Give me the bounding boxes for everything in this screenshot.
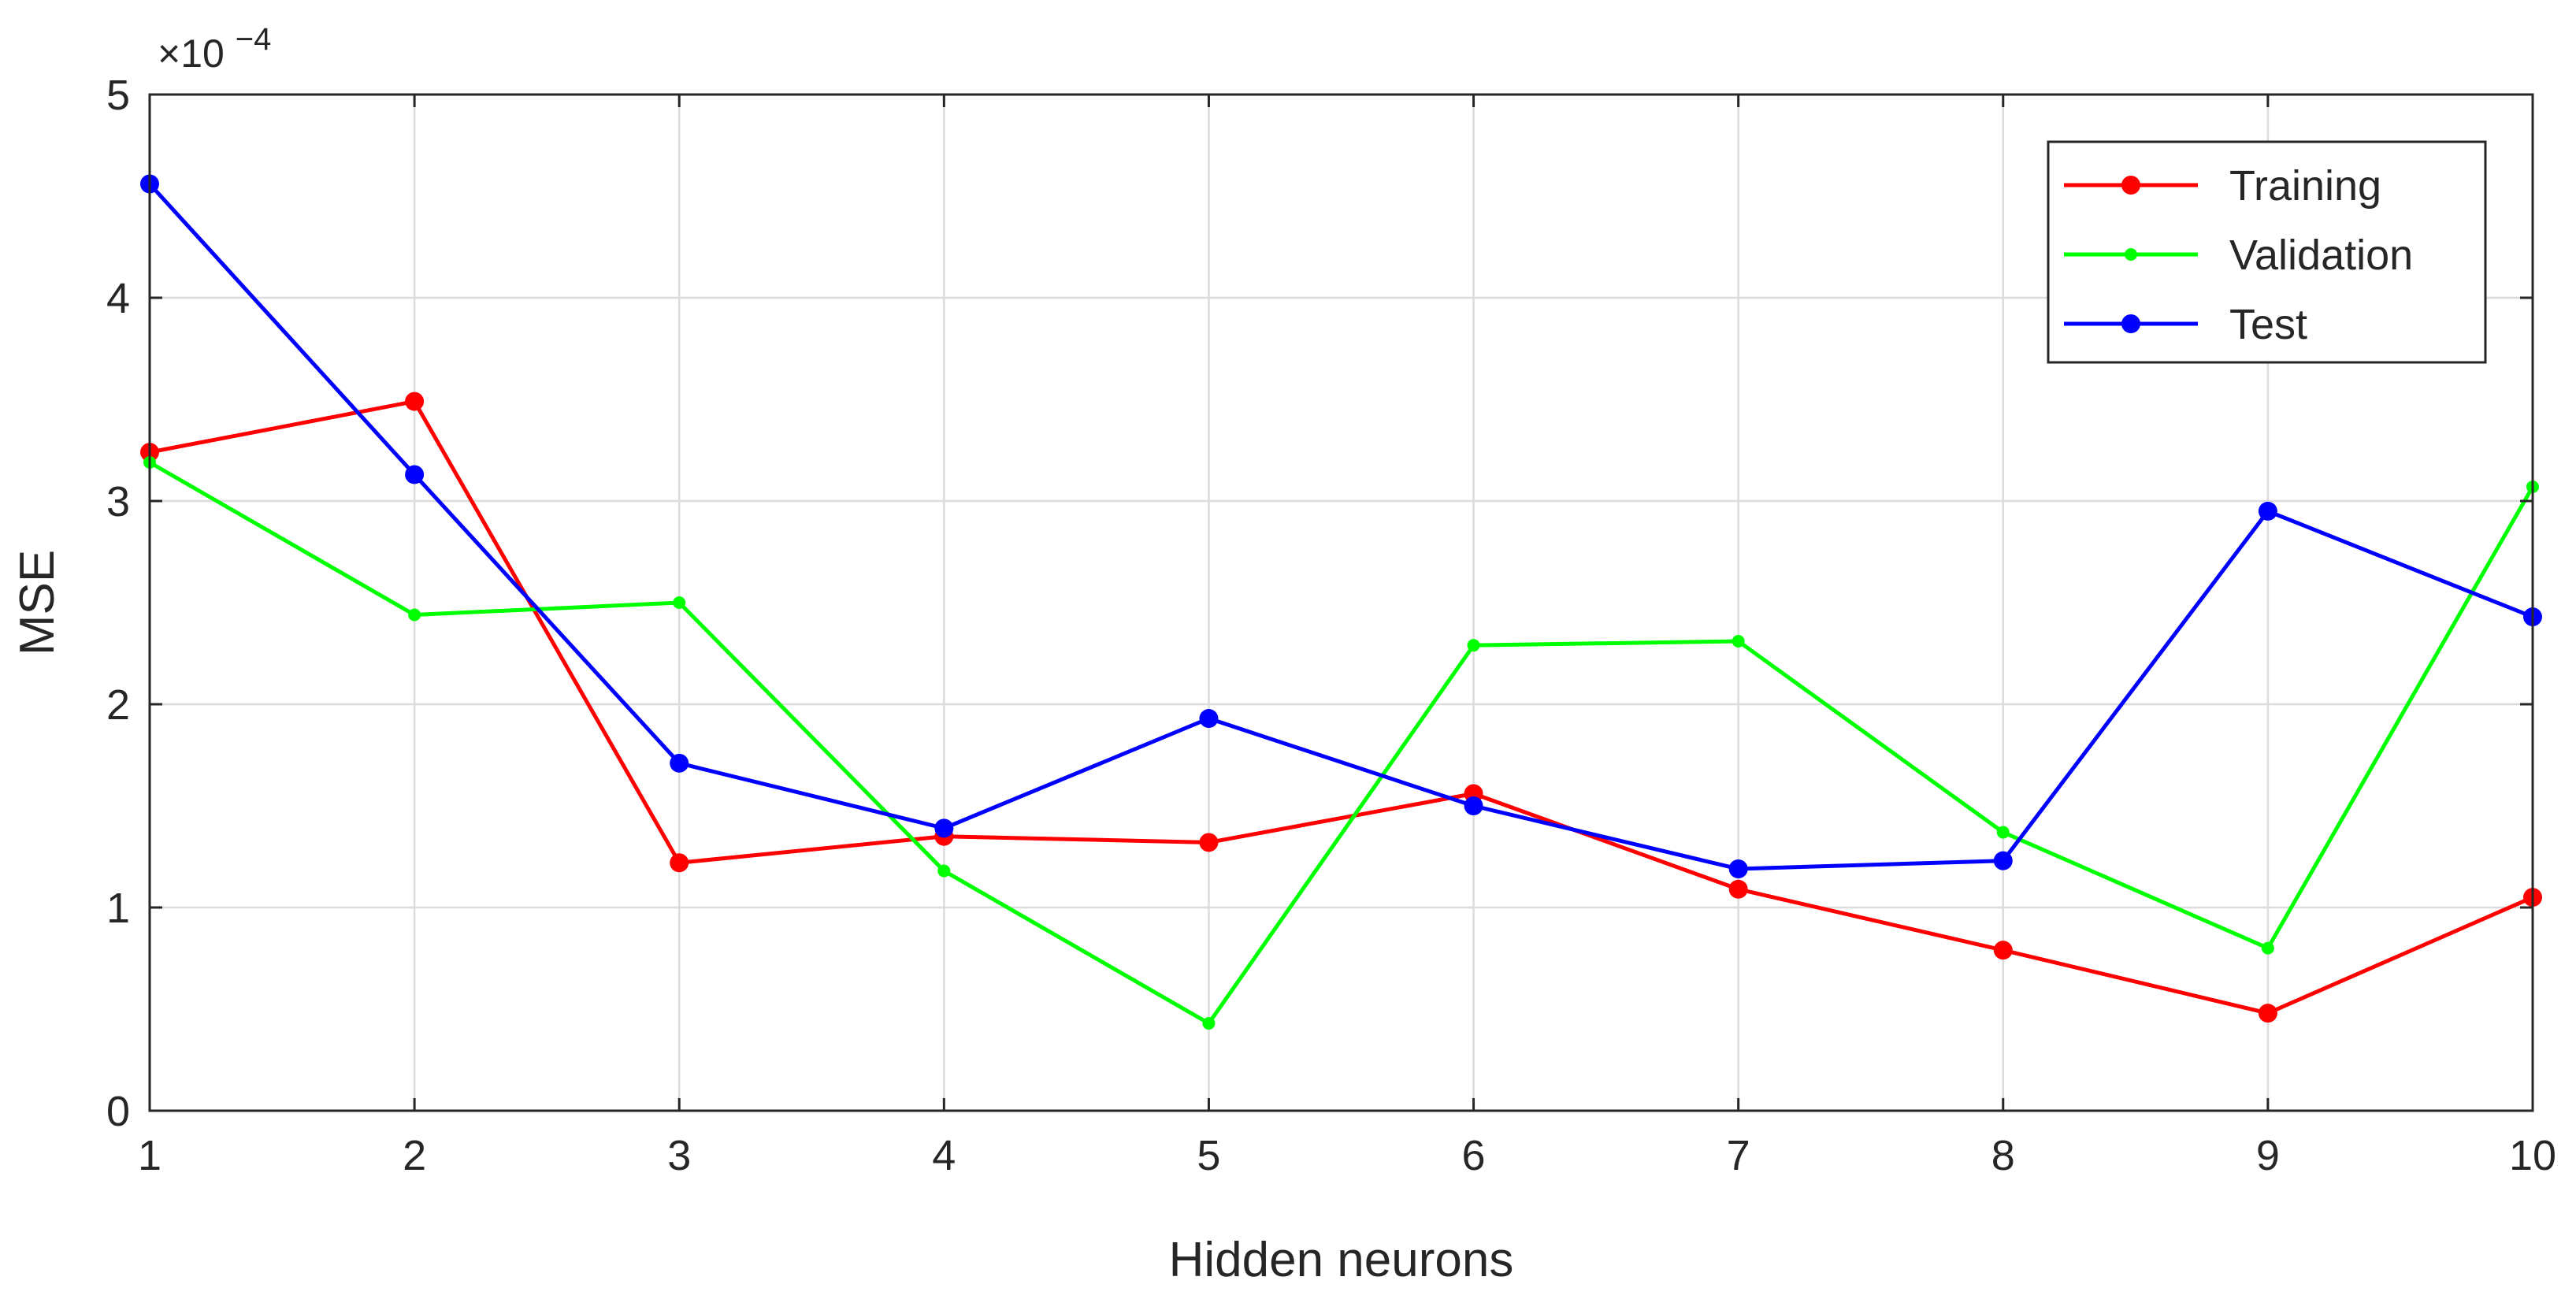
y-tick-label: 3 <box>106 478 130 525</box>
data-point-test <box>2258 501 2277 521</box>
x-tick-label: 6 <box>1462 1132 1486 1179</box>
data-point-test <box>405 465 425 484</box>
legend-swatch-marker <box>2121 176 2140 195</box>
legend: Training Validation Test <box>2047 140 2487 364</box>
y-tick-label: 0 <box>106 1088 130 1135</box>
data-point-training <box>2258 1004 2277 1023</box>
ticks <box>148 93 2534 1112</box>
data-point-test <box>1993 851 2013 870</box>
data-point-validation <box>1996 826 2010 839</box>
data-point-validation <box>1467 639 1480 652</box>
legend-item-test: Test <box>2064 301 2307 348</box>
series-line-validation <box>148 460 2535 1026</box>
data-point-test <box>1464 796 1483 815</box>
x-tick-label: 3 <box>667 1132 691 1179</box>
data-point-training <box>670 853 689 873</box>
y-tick-label: 1 <box>106 885 130 932</box>
y-exponent-label: ×10 −4 <box>158 22 271 76</box>
x-tick-label: 4 <box>932 1132 956 1179</box>
series-line-test <box>148 182 2533 871</box>
x-tick-label: 10 <box>2509 1132 2556 1179</box>
y-tick-label: 5 <box>106 72 130 119</box>
data-point-validation <box>1202 1017 1216 1030</box>
legend-item-validation: Validation <box>2064 232 2413 279</box>
data-point-validation <box>1732 635 1745 648</box>
data-point-validation <box>2261 941 2274 955</box>
x-tick-label: 7 <box>1727 1132 1750 1179</box>
data-point-training <box>1993 941 2013 960</box>
series-layer <box>140 174 2542 1030</box>
legend-label: Validation <box>2229 232 2413 279</box>
y-axis-label: MSE <box>10 550 65 655</box>
x-tick-label: 8 <box>1991 1132 2015 1179</box>
data-point-test <box>934 818 954 838</box>
legend-item-training: Training <box>2064 162 2381 210</box>
y-exponent-base: ×10 <box>158 32 225 76</box>
series-test <box>140 174 2542 878</box>
x-tick-label: 9 <box>2256 1132 2280 1179</box>
data-point-validation <box>937 864 951 878</box>
legend-swatch-marker <box>2121 314 2140 333</box>
legend-label: Training <box>2229 162 2381 210</box>
data-point-training <box>1728 879 1748 899</box>
y-tick-label: 2 <box>106 681 130 729</box>
data-point-training <box>405 392 425 411</box>
data-point-training <box>1199 833 1219 852</box>
data-point-validation <box>408 608 421 622</box>
legend-label: Test <box>2229 301 2307 348</box>
y-tick-labels: 0 1 2 3 4 5 <box>106 72 130 1135</box>
data-point-test <box>1728 859 1748 878</box>
x-tick-label: 1 <box>138 1132 161 1179</box>
plot-frame <box>148 93 2534 1112</box>
x-axis-label: Hidden neurons <box>1169 1233 1514 1287</box>
series-training <box>140 392 2542 1023</box>
y-exponent-power: −4 <box>236 22 272 57</box>
y-tick-label: 4 <box>106 275 130 322</box>
series-line-training <box>149 399 2534 1015</box>
legend-items: Training Validation Test <box>2064 162 2413 348</box>
legend-swatch-marker <box>2125 248 2137 261</box>
data-point-test <box>670 753 689 773</box>
x-tick-labels: 1 2 3 4 5 6 7 8 9 10 <box>138 1132 2556 1179</box>
data-point-validation <box>673 596 686 609</box>
x-tick-label: 5 <box>1197 1132 1220 1179</box>
data-point-test <box>1199 709 1219 729</box>
x-tick-label: 2 <box>403 1132 426 1179</box>
